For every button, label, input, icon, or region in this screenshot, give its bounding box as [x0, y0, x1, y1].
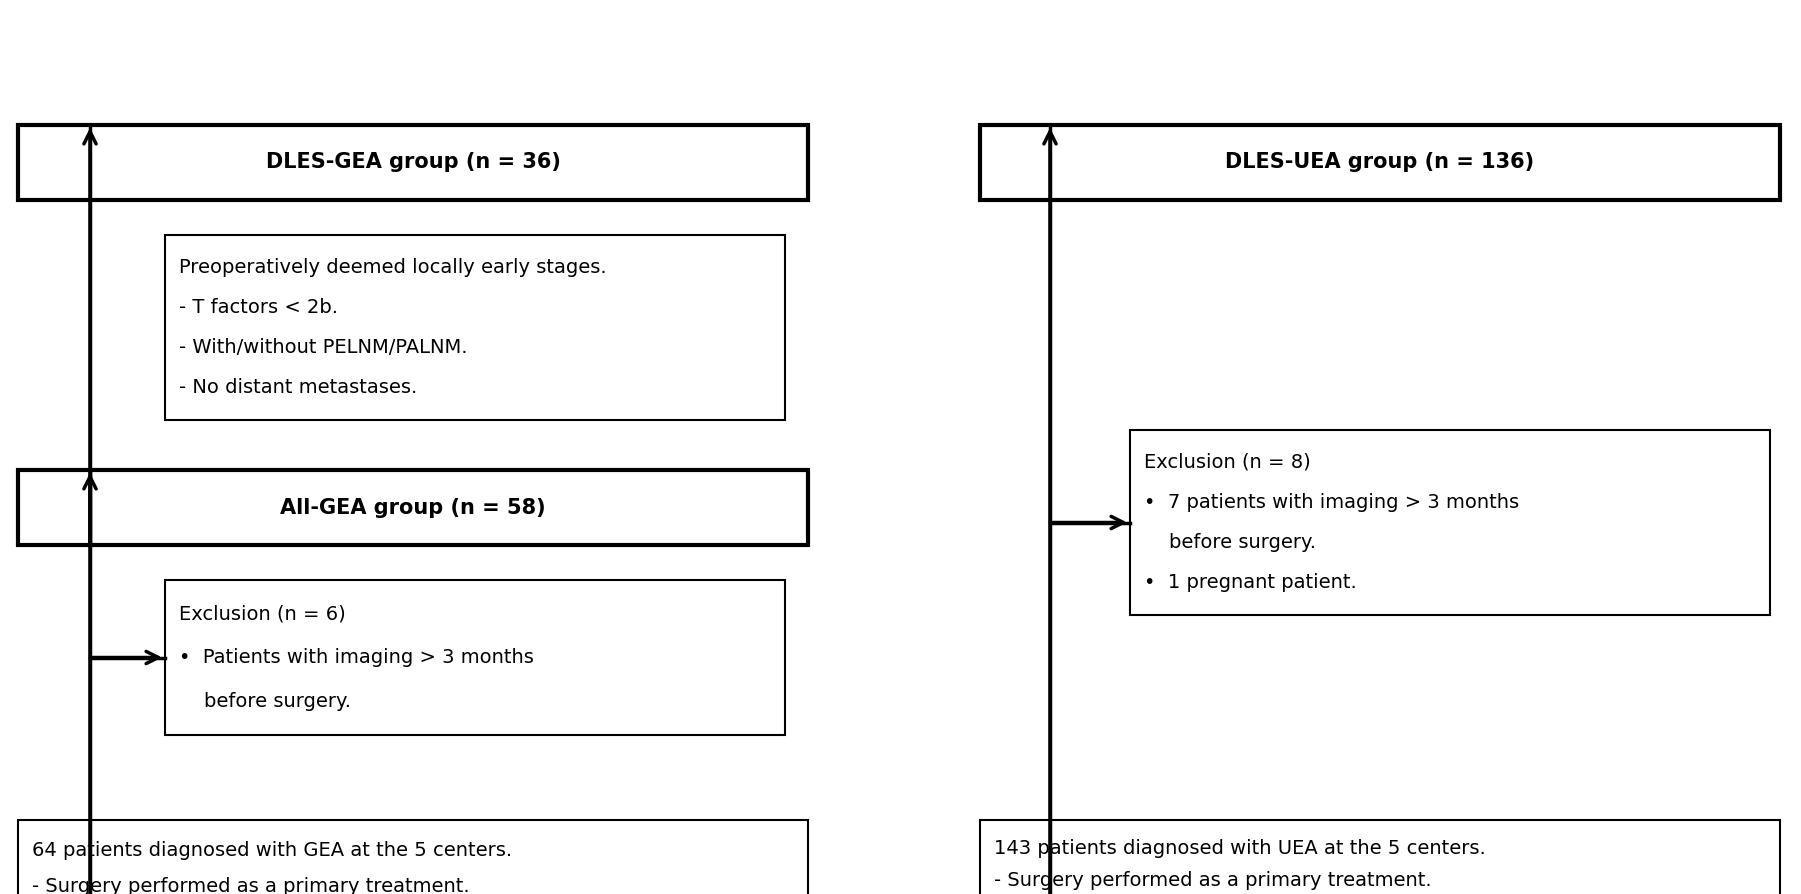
- Text: 64 patients diagnosed with GEA at the 5 centers.: 64 patients diagnosed with GEA at the 5 …: [32, 840, 511, 859]
- Text: - Surgery performed as a primary treatment.: - Surgery performed as a primary treatme…: [994, 871, 1432, 890]
- Text: - T factors < 2b.: - T factors < 2b.: [178, 298, 339, 316]
- Text: 143 patients diagnosed with UEA at the 5 centers.: 143 patients diagnosed with UEA at the 5…: [994, 839, 1486, 857]
- Bar: [18, 125, 809, 200]
- Text: •  7 patients with imaging > 3 months: • 7 patients with imaging > 3 months: [1144, 493, 1518, 512]
- Bar: [166, 235, 785, 420]
- Text: DLES-UEA group (n = 136): DLES-UEA group (n = 136): [1225, 153, 1534, 173]
- Text: - With/without PELNM/PALNM.: - With/without PELNM/PALNM.: [178, 338, 468, 357]
- Text: •  1 pregnant patient.: • 1 pregnant patient.: [1144, 573, 1356, 593]
- Text: - Surgery performed as a primary treatment.: - Surgery performed as a primary treatme…: [32, 876, 470, 894]
- Bar: [980, 125, 1779, 200]
- Text: Preoperatively deemed locally early stages.: Preoperatively deemed locally early stag…: [178, 257, 607, 276]
- Text: DLES-GEA group (n = 36): DLES-GEA group (n = 36): [265, 153, 560, 173]
- Text: All-GEA group (n = 58): All-GEA group (n = 58): [281, 497, 546, 518]
- Bar: [18, 470, 809, 545]
- Bar: [18, 820, 809, 894]
- Bar: [1129, 430, 1770, 615]
- Text: before surgery.: before surgery.: [1144, 533, 1317, 552]
- Bar: [166, 580, 785, 735]
- Text: •  Patients with imaging > 3 months: • Patients with imaging > 3 months: [178, 648, 533, 667]
- Text: - No distant metastases.: - No distant metastases.: [178, 378, 418, 397]
- Text: before surgery.: before surgery.: [178, 692, 351, 711]
- Text: Exclusion (n = 6): Exclusion (n = 6): [178, 604, 346, 623]
- Text: Exclusion (n = 8): Exclusion (n = 8): [1144, 452, 1311, 472]
- Bar: [980, 820, 1779, 894]
